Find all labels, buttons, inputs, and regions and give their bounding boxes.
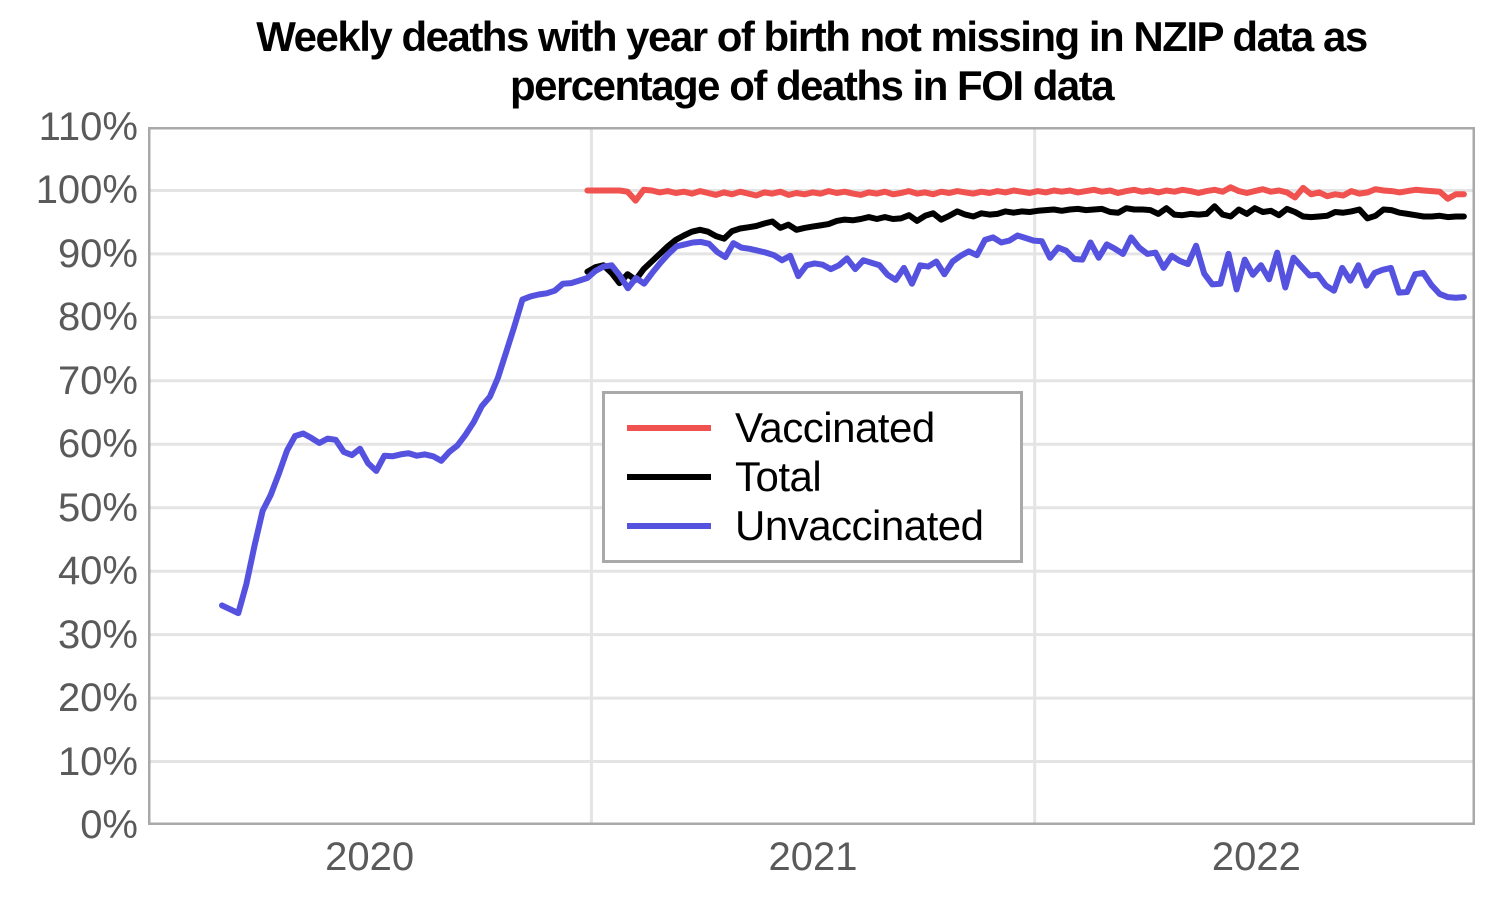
x-tick-label-2020: 2020 bbox=[325, 835, 415, 879]
chart-title-line-1: Weekly deaths with year of birth not mis… bbox=[256, 13, 1368, 60]
y-tick-label-30: 30% bbox=[57, 612, 138, 657]
legend-box: Vaccinated Total Unvaccinated bbox=[602, 391, 1023, 563]
legend-label-vaccinated: Vaccinated bbox=[735, 404, 935, 451]
legend-item-unvaccinated: Unvaccinated bbox=[627, 502, 1020, 551]
y-tick-label-20: 20% bbox=[57, 676, 138, 721]
y-tick-label-90: 90% bbox=[57, 231, 138, 276]
y-tick-label-80: 80% bbox=[57, 295, 138, 340]
plot-border bbox=[148, 127, 1475, 825]
series-line-vaccinated bbox=[584, 184, 1467, 204]
y-tick-label-60: 60% bbox=[57, 422, 138, 467]
y-tick-label-50: 50% bbox=[57, 485, 138, 530]
chart-title-line-2: percentage of deaths in FOI data bbox=[509, 62, 1115, 109]
legend-swatch-total bbox=[627, 474, 711, 480]
chart-title: Weekly deaths with year of birth not mis… bbox=[148, 12, 1475, 110]
y-tick-label-110: 110% bbox=[38, 105, 138, 149]
legend-swatch-unvaccinated bbox=[627, 523, 711, 529]
y-tick-label-10: 10% bbox=[57, 739, 138, 784]
legend-label-unvaccinated: Unvaccinated bbox=[735, 502, 984, 549]
series-line-total bbox=[584, 203, 1467, 287]
legend-item-vaccinated: Vaccinated bbox=[627, 404, 1020, 453]
x-tick-label-2022: 2022 bbox=[1211, 835, 1301, 879]
y-tick-label-100: 100% bbox=[35, 168, 138, 213]
legend-item-total: Total bbox=[627, 453, 1020, 502]
y-tick-label-0: 0% bbox=[80, 803, 138, 847]
legend-swatch-vaccinated bbox=[627, 425, 711, 431]
y-tick-label-40: 40% bbox=[57, 549, 138, 594]
plot-area: Vaccinated Total Unvaccinated bbox=[148, 127, 1475, 825]
legend-label-total: Total bbox=[735, 453, 822, 500]
series-line-unvaccinated bbox=[219, 232, 1467, 617]
y-tick-label-70: 70% bbox=[57, 358, 138, 403]
x-tick-label-2021: 2021 bbox=[768, 835, 858, 879]
